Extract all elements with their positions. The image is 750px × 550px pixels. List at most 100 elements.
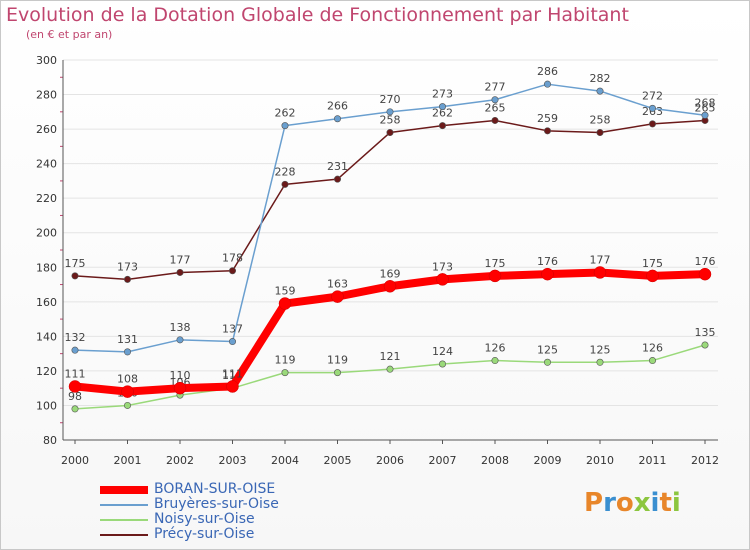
data-label: 175	[65, 257, 86, 270]
data-label: 258	[590, 114, 611, 127]
data-label: 98	[68, 390, 82, 403]
data-point	[438, 360, 446, 368]
x-tick-label: 2012	[691, 454, 719, 467]
data-label: 173	[117, 260, 138, 273]
y-tick-label: 220	[36, 192, 57, 205]
logo-letter: i	[671, 488, 681, 518]
data-point	[226, 380, 239, 393]
data-point	[281, 122, 289, 130]
data-label: 175	[485, 257, 506, 270]
data-label: 272	[642, 89, 663, 102]
data-point	[648, 104, 656, 112]
data-label: 132	[65, 331, 86, 344]
y-tick-label: 200	[36, 227, 57, 240]
legend-label-precy: Précy-sur-Oise	[154, 526, 255, 542]
data-label: 265	[695, 101, 716, 114]
x-tick-label: 2001	[114, 454, 142, 467]
y-tick-label: 100	[36, 399, 57, 412]
data-point	[121, 385, 134, 398]
data-point	[648, 357, 656, 365]
y-tick-label: 160	[36, 296, 57, 309]
data-label: 163	[327, 278, 348, 291]
data-label: 265	[485, 101, 506, 114]
data-point	[488, 269, 502, 283]
data-point	[701, 341, 709, 349]
data-point	[646, 269, 659, 283]
logo-letter: t	[659, 488, 672, 518]
data-point	[333, 115, 341, 123]
data-point	[436, 273, 449, 286]
data-label: 125	[590, 343, 611, 356]
data-point	[173, 381, 187, 395]
data-point	[596, 129, 604, 137]
data-point	[176, 268, 184, 276]
chart-title: Evolution de la Dotation Globale de Fonc…	[6, 4, 629, 26]
data-point	[543, 358, 551, 366]
data-point	[124, 348, 132, 356]
data-point	[281, 180, 289, 188]
data-label: 262	[275, 107, 296, 120]
data-label: 121	[380, 350, 401, 363]
data-label: 177	[590, 253, 611, 266]
data-point	[386, 365, 394, 373]
data-label: 111	[65, 367, 86, 380]
data-point	[438, 103, 446, 111]
data-label: 176	[695, 255, 716, 268]
data-point	[71, 346, 79, 354]
data-point	[71, 405, 79, 413]
data-label: 173	[432, 260, 453, 273]
data-point	[333, 175, 341, 183]
data-point	[491, 116, 499, 124]
legend-swatch-bruyeres	[100, 504, 148, 506]
data-label: 178	[222, 252, 243, 265]
x-tick-label: 2006	[376, 454, 404, 467]
data-point	[491, 357, 499, 365]
data-label: 231	[327, 160, 348, 173]
data-label: 119	[275, 354, 296, 367]
data-label: 286	[537, 65, 558, 78]
data-label: 138	[170, 321, 191, 334]
data-label: 268	[695, 96, 716, 109]
data-point	[541, 267, 554, 281]
data-point	[124, 401, 132, 409]
data-point	[68, 380, 82, 393]
y-tick-label: 120	[36, 365, 57, 378]
data-label: 177	[170, 253, 191, 266]
logo-letter: r	[603, 488, 616, 518]
data-point	[438, 122, 446, 130]
data-point	[331, 290, 344, 303]
data-point	[596, 358, 604, 366]
data-point	[386, 129, 394, 137]
legend-label-bruyeres: Bruyères-sur-Oise	[154, 496, 279, 512]
data-point	[648, 120, 656, 128]
data-point	[593, 266, 607, 279]
data-point	[386, 108, 394, 116]
data-label: 259	[537, 112, 558, 125]
data-label: 176	[537, 255, 558, 268]
x-tick-label: 2008	[481, 454, 509, 467]
data-point	[124, 275, 132, 283]
data-label: 273	[432, 88, 453, 101]
legend-swatch-precy	[100, 534, 148, 536]
data-label: 137	[222, 323, 243, 336]
legend-label-boran: BORAN-SUR-OISE	[154, 481, 276, 497]
logo-letter: P	[584, 488, 604, 518]
y-tick-label: 180	[36, 261, 57, 274]
data-label: 175	[642, 257, 663, 270]
data-label: 270	[380, 93, 401, 106]
data-label: 126	[485, 342, 506, 355]
data-label: 126	[642, 342, 663, 355]
data-label: 266	[327, 100, 348, 113]
x-tick-label: 2002	[166, 454, 194, 467]
data-point	[229, 338, 237, 346]
chart-subtitle: (en € et par an)	[26, 28, 113, 41]
y-tick-label: 80	[43, 434, 57, 447]
data-point	[278, 297, 292, 310]
y-tick-label: 240	[36, 158, 57, 171]
x-tick-label: 2005	[324, 454, 352, 467]
data-label: 119	[327, 354, 348, 367]
x-tick-label: 2000	[61, 454, 89, 467]
x-tick-label: 2010	[586, 454, 614, 467]
legend-label-noisy: Noisy-sur-Oise	[154, 511, 255, 527]
data-label: 282	[590, 72, 611, 85]
